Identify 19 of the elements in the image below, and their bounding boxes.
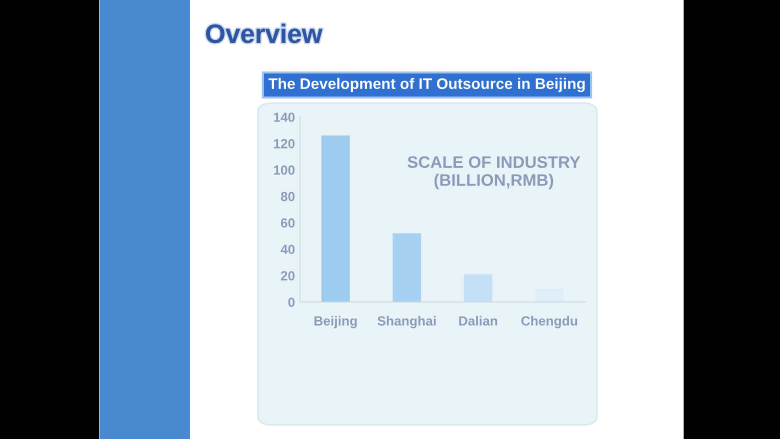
annotation: SCALE OF INDUSTRY (BILLION,RMB) (408, 156, 580, 190)
y-tick-label: 100 (274, 165, 295, 175)
bar (535, 288, 564, 302)
bar (464, 274, 492, 302)
x-tick-label: Dalian (459, 316, 498, 326)
y-tick-label: 140 (274, 112, 295, 122)
y-tick-label: 0 (288, 298, 295, 307)
chart-subtitle: The Development of IT Outsource in Beijing (268, 78, 585, 92)
x-tick-label: Beijing (314, 316, 357, 328)
x-tick-label: Chengdu (521, 316, 578, 328)
bar (321, 136, 350, 302)
y-tick-label: 120 (274, 138, 295, 148)
chart-title: Overview (206, 24, 322, 44)
y-tick-label: 20 (280, 271, 295, 280)
x-tick-label: Shanghai (378, 316, 436, 328)
y-tick-label: 40 (280, 244, 295, 254)
y-tick-label: 60 (280, 218, 295, 228)
y-tick-label: 80 (280, 192, 295, 202)
bar (392, 233, 422, 302)
